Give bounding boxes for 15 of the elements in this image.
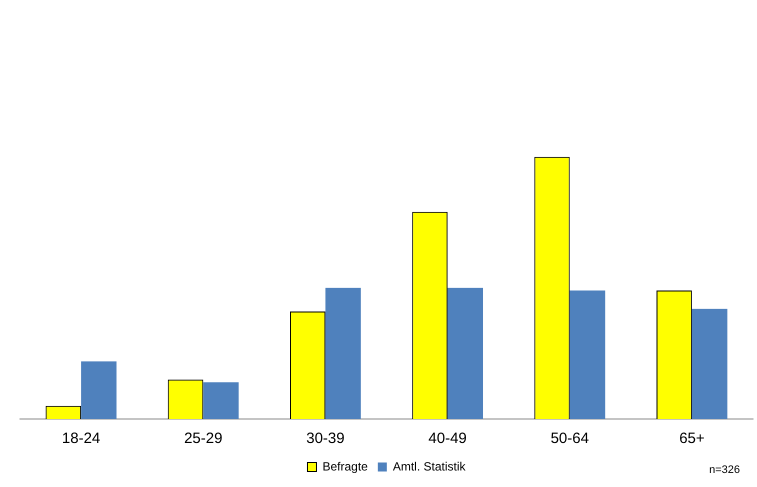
x-tick-label: 40-49 <box>428 430 467 448</box>
bar <box>692 308 728 419</box>
bar <box>325 288 361 419</box>
bar <box>570 290 606 419</box>
x-tick-label: 30-39 <box>306 430 345 448</box>
x-tick-label: 50-64 <box>550 430 589 448</box>
bar <box>203 382 239 419</box>
x-tick-label: 25-29 <box>184 430 222 448</box>
bar <box>448 288 484 419</box>
legend-label: Amtl. Statistik <box>392 459 467 474</box>
x-tick-label: 65+ <box>679 430 705 448</box>
bar <box>81 361 117 419</box>
x-tick-label: 18-24 <box>62 430 100 448</box>
text: n=326 <box>709 464 740 476</box>
legend-label: Befragte <box>322 459 368 474</box>
